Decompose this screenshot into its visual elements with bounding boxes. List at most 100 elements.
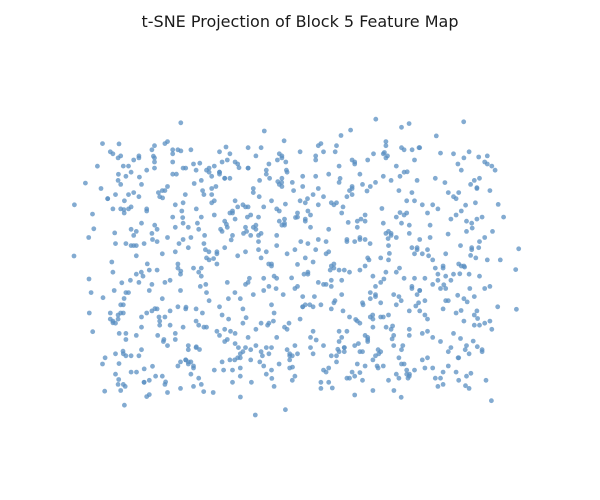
scatter-point xyxy=(332,149,338,155)
scatter-point xyxy=(149,308,155,314)
scatter-point xyxy=(464,343,469,348)
scatter-point xyxy=(331,261,337,267)
scatter-point xyxy=(468,370,474,376)
scatter-point xyxy=(476,154,482,160)
scatter-point xyxy=(236,345,241,350)
scatter-point xyxy=(230,210,235,216)
scatter-point xyxy=(133,229,139,234)
scatter-point xyxy=(119,280,125,286)
scatter-point xyxy=(269,367,274,373)
scatter-point xyxy=(305,196,310,202)
scatter-point xyxy=(425,247,430,253)
scatter-point xyxy=(295,351,300,357)
scatter-point xyxy=(217,171,222,177)
scatter-point xyxy=(154,306,160,312)
scatter-point xyxy=(456,377,462,383)
scatter-point xyxy=(284,169,290,175)
scatter-point xyxy=(457,271,463,277)
scatter-point xyxy=(476,245,482,251)
scatter-point xyxy=(367,241,373,247)
scatter-point xyxy=(110,206,116,212)
scatter-point xyxy=(217,149,222,155)
scatter-point xyxy=(419,251,425,257)
scatter-point xyxy=(230,367,235,373)
scatter-point xyxy=(172,249,178,255)
scatter-point xyxy=(159,251,165,257)
scatter-point xyxy=(170,214,176,220)
scatter-point xyxy=(180,215,186,221)
scatter-point xyxy=(328,306,334,312)
scatter-point xyxy=(385,236,391,242)
scatter-point xyxy=(291,188,296,194)
scatter-point xyxy=(393,371,399,377)
scatter-point xyxy=(71,253,77,259)
scatter-point xyxy=(318,141,324,147)
scatter-point xyxy=(370,324,376,330)
scatter-point xyxy=(178,386,183,391)
scatter-point xyxy=(328,277,334,283)
scatter-point xyxy=(393,214,399,220)
scatter-point xyxy=(464,373,469,379)
scatter-point xyxy=(406,333,412,338)
scatter-point xyxy=(388,178,394,183)
scatter-point xyxy=(159,296,165,302)
scatter-point xyxy=(321,149,326,155)
scatter-point xyxy=(258,320,264,326)
scatter-point xyxy=(349,157,355,163)
scatter-point xyxy=(487,188,493,194)
scatter-point xyxy=(422,275,428,281)
scatter-point xyxy=(203,247,208,253)
scatter-point xyxy=(412,198,417,204)
scatter-point xyxy=(438,286,443,291)
scatter-point xyxy=(222,326,228,332)
scatter-point xyxy=(430,282,436,287)
scatter-point xyxy=(156,190,161,196)
scatter-point xyxy=(414,292,420,297)
scatter-point xyxy=(167,322,173,328)
scatter-point xyxy=(128,226,134,232)
scatter-point xyxy=(222,245,228,251)
scatter-point xyxy=(201,324,207,330)
scatter-point xyxy=(227,357,233,363)
scatter-point xyxy=(131,233,137,238)
scatter-point xyxy=(241,231,246,236)
scatter-point xyxy=(501,214,506,220)
scatter-point xyxy=(253,326,259,332)
scatter-point xyxy=(312,294,317,299)
scatter-point xyxy=(256,239,261,245)
scatter-point xyxy=(482,159,488,165)
scatter-point xyxy=(386,377,391,383)
scatter-point xyxy=(448,277,454,283)
scatter-point xyxy=(172,224,178,230)
scatter-point xyxy=(451,271,456,277)
scatter-point xyxy=(193,345,199,350)
scatter-point xyxy=(425,210,430,216)
scatter-point xyxy=(149,231,155,236)
scatter-point xyxy=(308,335,313,340)
scatter-point xyxy=(323,239,329,245)
scatter-point xyxy=(283,407,288,413)
scatter-point xyxy=(334,359,339,365)
scatter-point xyxy=(253,153,259,159)
scatter-point xyxy=(122,402,127,408)
scatter-point xyxy=(315,280,321,285)
scatter-point xyxy=(440,306,446,312)
scatter-point xyxy=(165,184,170,189)
scatter-point xyxy=(340,308,346,314)
scatter-point xyxy=(483,377,489,383)
scatter-point xyxy=(458,308,464,313)
scatter-point xyxy=(271,384,277,389)
scatter-point xyxy=(289,180,295,185)
scatter-point xyxy=(283,201,288,207)
scatter-point xyxy=(300,304,306,310)
scatter-point xyxy=(276,361,282,367)
scatter-point xyxy=(300,184,306,189)
scatter-point xyxy=(224,224,230,230)
scatter-point xyxy=(116,171,121,177)
scatter-point xyxy=(157,194,163,200)
scatter-point xyxy=(412,367,417,373)
scatter-point xyxy=(267,175,272,181)
scatter-point xyxy=(308,212,313,218)
scatter-point xyxy=(315,202,321,208)
scatter-point xyxy=(362,218,368,224)
